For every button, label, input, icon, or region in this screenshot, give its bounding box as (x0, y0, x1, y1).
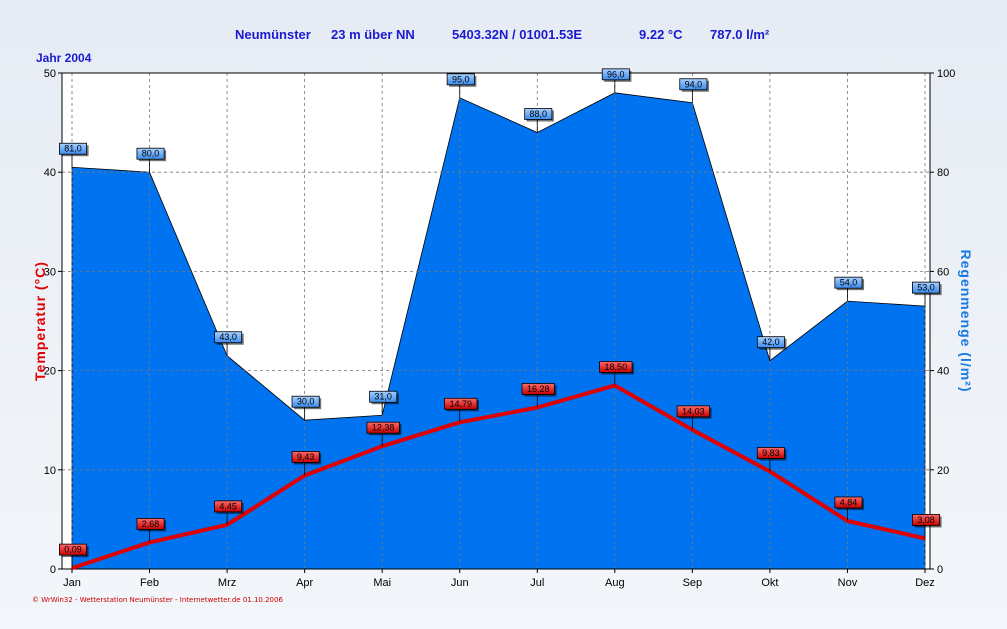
x-tick-label: Mrz (218, 577, 236, 589)
y-tick-label-left: 30 (44, 266, 56, 278)
rain-data-label: 88,0 (530, 109, 548, 119)
temp-data-label-box (756, 447, 785, 459)
temp-data-label: 14,79 (449, 399, 472, 409)
x-tick-label: Aug (605, 577, 625, 589)
rain-data-label: 81,0 (64, 144, 82, 154)
temp-data-label: 3,08 (917, 515, 935, 525)
temp-data-label: 14,03 (682, 406, 705, 416)
rain-data-label-box (601, 68, 630, 81)
temp-data-label-box (59, 543, 88, 556)
y-tick-label-left: 0 (50, 564, 56, 576)
rain-data-label: 54,0 (840, 278, 858, 288)
temp-data-label-box (676, 405, 711, 418)
rain-data-label-box (59, 142, 88, 155)
x-tick-label: Sep (683, 577, 703, 589)
rain-data-label-box (291, 395, 320, 408)
rain-data-label: 96,0 (607, 69, 625, 79)
x-tick-label: Jan (63, 577, 81, 589)
x-tick-label: Apr (296, 577, 313, 589)
rain-data-label-box (136, 147, 165, 160)
temp-data-label: 16,28 (527, 384, 550, 394)
y-tick-label-right: 40 (937, 366, 949, 378)
x-tick-label: Jun (451, 577, 469, 589)
rain-data-label: 53,0 (917, 283, 935, 293)
temp-data-label: 2,68 (142, 519, 160, 529)
temp-data-label-box (136, 518, 165, 530)
rain-data-label: 95,0 (452, 74, 470, 84)
temp-data-label-box (291, 451, 320, 463)
temp-data-label: 18,50 (605, 362, 628, 372)
x-tick-label: Dez (915, 577, 935, 589)
y-tick-label-left: 20 (44, 366, 56, 378)
temp-data-label-box (214, 500, 243, 513)
temp-data-label-box (521, 383, 555, 395)
temp-data-label: 9,43 (297, 452, 315, 462)
x-tick-label: Nov (838, 577, 858, 589)
temp-data-label-box (599, 361, 633, 373)
y-tick-label-right: 100 (937, 68, 955, 80)
y-tick-label-left: 40 (44, 167, 56, 179)
total-rainfall: 787.0 l/m² (710, 27, 770, 42)
x-tick-label: Mai (373, 577, 391, 589)
temp-data-label: 4,45 (219, 501, 237, 511)
y-tick-label-right: 20 (937, 465, 949, 477)
temp-data-label: 4,84 (840, 497, 858, 507)
x-tick-label: Jul (530, 577, 544, 589)
x-tick-label: Feb (140, 577, 159, 589)
mean-temperature: 9.22 °C (639, 27, 683, 42)
footer-credit: © WrWin32 - Wetterstation Neumünster - I… (32, 596, 283, 604)
y-tick-label-right: 80 (937, 167, 949, 179)
x-tick-label: Okt (761, 577, 778, 589)
station-name: Neumünster (235, 27, 311, 42)
rain-data-label-box (369, 390, 398, 403)
rain-data-label-box (214, 331, 243, 344)
year-label: Jahr 2004 (36, 51, 92, 65)
rain-data-label: 43,0 (219, 332, 237, 342)
temp-data-label: 12,38 (372, 423, 395, 433)
station-altitude: 23 m über NN (331, 27, 415, 42)
temp-data-label-box (444, 397, 478, 410)
rain-data-label-box (834, 276, 863, 289)
temp-data-label-box (366, 421, 400, 434)
rain-data-label: 80,0 (142, 149, 160, 159)
temp-data-label: 9,83 (762, 448, 780, 458)
y-tick-label-left: 10 (44, 465, 56, 477)
temp-data-label-box (912, 514, 941, 526)
rain-data-label: 94,0 (685, 79, 703, 89)
y-axis-left-label: Temperatur (°C) (32, 261, 48, 381)
rain-data-label: 42,0 (762, 337, 780, 347)
temp-data-label: 0,09 (64, 545, 82, 555)
temperature-line (71, 383, 926, 571)
y-tick-label-left: 50 (44, 68, 56, 80)
plot-frame (61, 72, 931, 570)
rain-data-label-box (446, 73, 475, 86)
station-coordinates: 5403.32N / 01001.53E (452, 27, 583, 42)
y-axis-right-label: Regenmenge (l/m²) (958, 249, 974, 393)
rain-data-label: 31,0 (374, 392, 392, 402)
temp-data-label-box (834, 496, 863, 509)
y-tick-label-right: 60 (937, 266, 949, 278)
rain-data-label-box (756, 336, 785, 349)
rain-data-label-box (524, 108, 553, 120)
rain-data-label-box (679, 78, 708, 91)
y-tick-label-right: 0 (937, 564, 943, 576)
rain-data-label-box (912, 281, 941, 294)
rain-data-label: 30,0 (297, 397, 315, 407)
